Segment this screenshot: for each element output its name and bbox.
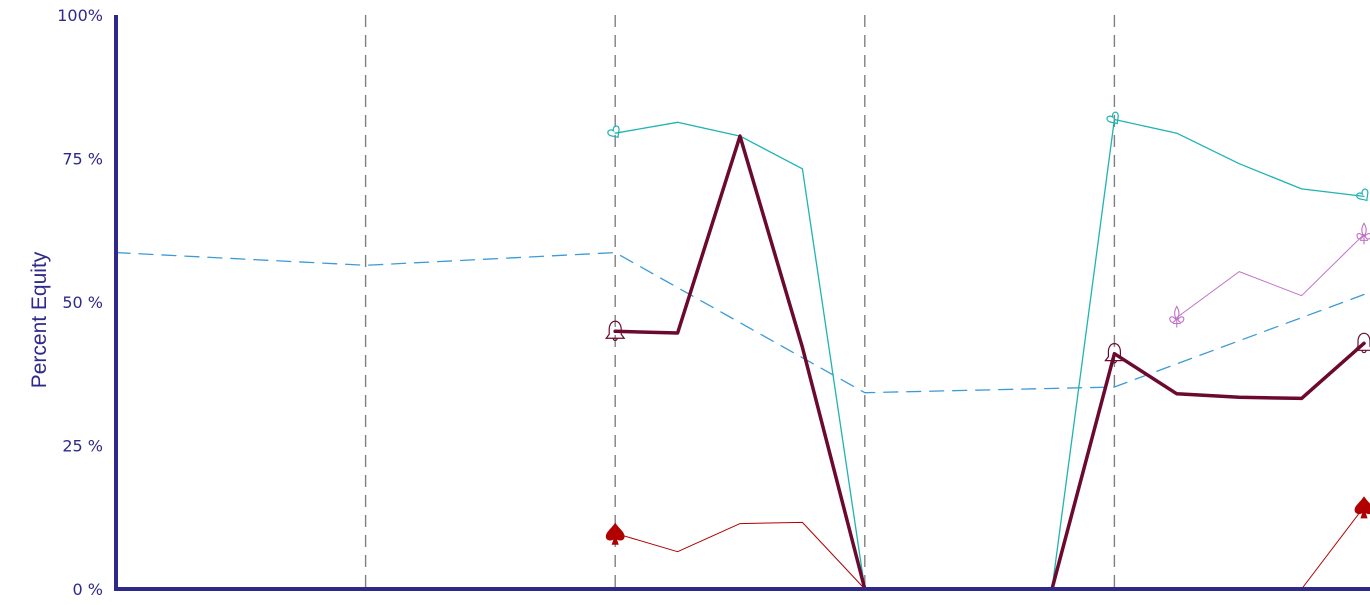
series-3-line <box>613 134 1366 591</box>
y-tick-labels: 100% 75 % 50 % 25 % 0 % <box>57 6 103 599</box>
axes <box>114 15 1370 591</box>
series-lines <box>115 118 1366 591</box>
series-4-spade-marker-6 <box>1354 496 1370 519</box>
series-3-bell-marker-0 <box>605 320 626 342</box>
y-tick-label-25: 25 % <box>62 437 103 456</box>
series-5-fleur-de-lis-marker-0 <box>1169 305 1185 328</box>
series-markers <box>605 111 1370 545</box>
y-tick-label-75: 75 % <box>62 150 103 169</box>
series-3-bell-marker-10 <box>1353 332 1370 354</box>
series-1-line <box>115 251 1365 394</box>
y-axis-title: Percent Equity <box>28 251 51 388</box>
series-5-fleur-de-lis-marker-3 <box>1356 222 1370 245</box>
y-tick-label-50: 50 % <box>62 293 103 312</box>
series-2-heart-outline-marker-6 <box>1106 111 1119 125</box>
y-tick-label-100: 100% <box>57 6 103 25</box>
series-2-heart-outline-marker-10 <box>1356 188 1369 202</box>
series-2-heart-outline-marker-0 <box>607 125 620 139</box>
y-tick-label-0: 0 % <box>73 580 103 599</box>
street-gridlines <box>364 15 1116 589</box>
series-4-line <box>614 506 1365 590</box>
series-2-line <box>614 118 1365 590</box>
series-4-spade-marker-0 <box>605 522 625 545</box>
series-3-bell-marker-6 <box>1104 343 1125 364</box>
series-5-line <box>1176 233 1365 318</box>
